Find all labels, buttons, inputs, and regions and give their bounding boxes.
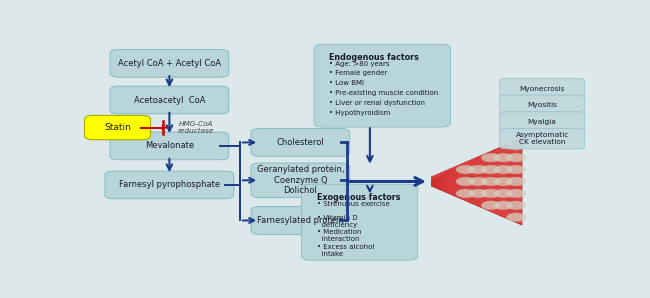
Text: Myositis: Myositis xyxy=(527,102,557,108)
FancyBboxPatch shape xyxy=(110,86,229,114)
Circle shape xyxy=(456,189,475,198)
Text: Geranylated protein,
Coenzyme Q
Dolichol: Geranylated protein, Coenzyme Q Dolichol xyxy=(257,165,344,195)
Circle shape xyxy=(481,201,500,210)
Text: Acetyl CoA + Acetyl CoA: Acetyl CoA + Acetyl CoA xyxy=(118,59,221,68)
FancyBboxPatch shape xyxy=(500,78,585,99)
FancyBboxPatch shape xyxy=(251,207,350,234)
Circle shape xyxy=(494,189,513,198)
Circle shape xyxy=(506,213,526,222)
FancyBboxPatch shape xyxy=(302,184,418,260)
Circle shape xyxy=(506,189,526,198)
Polygon shape xyxy=(432,138,522,225)
Circle shape xyxy=(506,177,526,186)
Text: • Low BMI: • Low BMI xyxy=(329,80,364,86)
Text: • Strenuous exercise: • Strenuous exercise xyxy=(317,201,389,207)
Text: Acetoacetyl  CoA: Acetoacetyl CoA xyxy=(134,95,205,105)
Text: • Excess alcohol
  intake: • Excess alcohol intake xyxy=(317,244,374,257)
Text: • Pre-existing muscle condition: • Pre-existing muscle condition xyxy=(329,90,438,96)
Circle shape xyxy=(494,201,513,210)
Circle shape xyxy=(481,177,500,186)
Circle shape xyxy=(481,189,500,198)
Text: Farnesyl pyrophosphate: Farnesyl pyrophosphate xyxy=(119,180,220,190)
Circle shape xyxy=(456,165,475,174)
Circle shape xyxy=(469,177,488,186)
Text: Asymptomatic
CK elevation: Asymptomatic CK elevation xyxy=(515,132,569,145)
FancyBboxPatch shape xyxy=(110,49,229,77)
Text: Endogenous factors: Endogenous factors xyxy=(329,53,419,62)
FancyBboxPatch shape xyxy=(251,128,350,156)
Text: Statin: Statin xyxy=(104,123,131,132)
Text: Exogenous factors: Exogenous factors xyxy=(317,193,400,202)
Circle shape xyxy=(494,153,513,162)
Circle shape xyxy=(506,141,526,150)
Text: Farnesylated protein: Farnesylated protein xyxy=(257,216,344,225)
Text: Cholesterol: Cholesterol xyxy=(276,138,324,147)
Circle shape xyxy=(481,153,500,162)
FancyBboxPatch shape xyxy=(500,112,585,132)
Circle shape xyxy=(469,165,488,174)
Circle shape xyxy=(506,153,526,162)
FancyBboxPatch shape xyxy=(251,163,350,198)
Text: Mevalonate: Mevalonate xyxy=(145,141,194,150)
Text: Myonecrosis: Myonecrosis xyxy=(519,86,565,91)
Circle shape xyxy=(481,165,500,174)
FancyBboxPatch shape xyxy=(105,171,234,199)
Text: • Medication
  interaction: • Medication interaction xyxy=(317,229,361,243)
FancyBboxPatch shape xyxy=(84,115,151,140)
Text: • Age: >80 years: • Age: >80 years xyxy=(329,60,389,66)
Text: • Liver or renal dysfunction: • Liver or renal dysfunction xyxy=(329,100,425,106)
Circle shape xyxy=(494,177,513,186)
Text: Myalgia: Myalgia xyxy=(528,119,556,125)
Circle shape xyxy=(506,201,526,210)
Circle shape xyxy=(469,189,488,198)
Text: • Vitamin D
  deficiency: • Vitamin D deficiency xyxy=(317,215,357,228)
Text: HMG-CoA
reductase: HMG-CoA reductase xyxy=(178,121,215,134)
Text: • Female gender: • Female gender xyxy=(329,70,387,76)
Circle shape xyxy=(456,177,475,186)
FancyBboxPatch shape xyxy=(110,132,229,160)
FancyBboxPatch shape xyxy=(500,128,585,149)
FancyBboxPatch shape xyxy=(314,44,450,127)
FancyBboxPatch shape xyxy=(500,95,585,116)
Text: • Hypothyroidism: • Hypothyroidism xyxy=(329,110,391,116)
Circle shape xyxy=(494,165,513,174)
Circle shape xyxy=(506,165,526,174)
